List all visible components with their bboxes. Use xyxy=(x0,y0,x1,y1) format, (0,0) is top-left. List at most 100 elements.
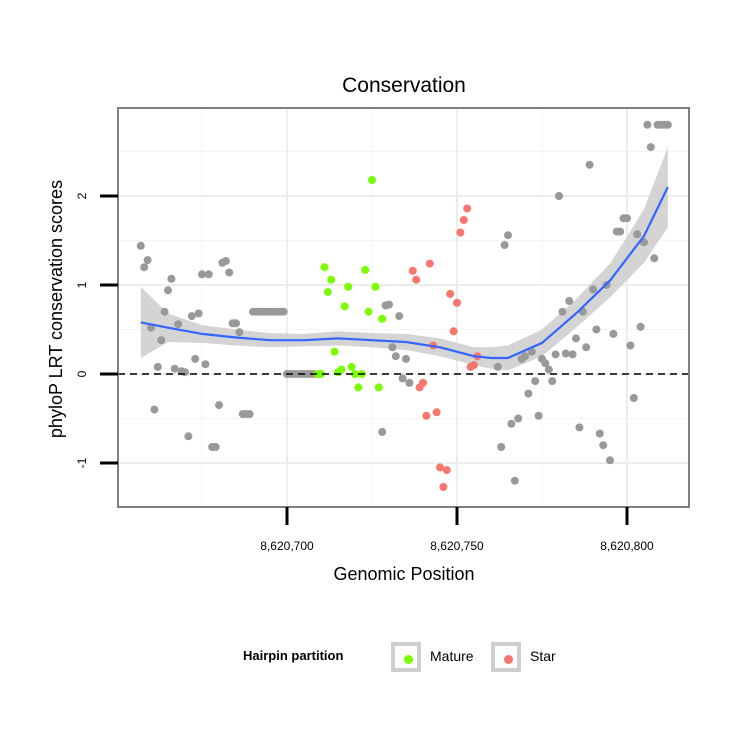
data-point-star xyxy=(470,361,478,370)
data-point-mature xyxy=(378,314,387,323)
data-point-other xyxy=(541,359,550,368)
data-point-other xyxy=(650,254,659,263)
data-point-other xyxy=(544,365,553,374)
data-point-star xyxy=(432,408,441,417)
data-point-other xyxy=(510,476,519,485)
data-point-other xyxy=(235,328,244,337)
data-point-other xyxy=(595,429,604,438)
data-point-other xyxy=(568,350,577,359)
data-point-other xyxy=(215,401,223,410)
data-point-other xyxy=(225,268,234,277)
data-point-mature xyxy=(354,383,363,392)
data-point-other xyxy=(646,143,655,152)
data-point-star xyxy=(422,411,431,420)
data-point-other xyxy=(184,432,193,441)
mature-dot-icon xyxy=(404,655,413,664)
data-point-other xyxy=(592,325,601,334)
data-point-other xyxy=(531,377,540,386)
smooth-trend-line xyxy=(140,186,669,360)
x-tick-label: 8,620,750 xyxy=(430,539,484,553)
data-point-other xyxy=(157,336,166,345)
y-tick-label: 1 xyxy=(75,281,89,288)
data-point-other xyxy=(521,352,529,361)
data-point-mature xyxy=(371,282,380,291)
data-point-mature xyxy=(317,370,325,378)
data-point-star xyxy=(456,228,465,237)
data-point-other xyxy=(663,120,672,129)
data-point-mature xyxy=(320,263,329,272)
data-point-other xyxy=(150,405,159,414)
x-tick-label: 8,620,800 xyxy=(600,539,654,553)
data-point-other xyxy=(136,241,145,250)
data-point-star xyxy=(408,266,417,275)
data-point-other xyxy=(582,343,591,352)
data-point-star xyxy=(446,289,455,298)
data-point-other xyxy=(402,354,410,363)
data-point-other xyxy=(507,419,516,428)
data-point-star xyxy=(419,378,427,387)
data-point-other xyxy=(606,456,614,465)
data-point-star xyxy=(442,466,451,475)
data-point-mature xyxy=(327,275,336,284)
data-point-mature xyxy=(323,288,332,297)
data-point-mature xyxy=(340,302,349,311)
data-point-star xyxy=(412,275,421,284)
data-point-other xyxy=(167,274,176,283)
legend: Hairpin partition Mature Star xyxy=(0,640,750,676)
data-point-other xyxy=(153,362,162,371)
data-point-star xyxy=(425,259,434,268)
data-point-other xyxy=(279,307,288,316)
data-point-other xyxy=(493,362,502,371)
data-point-other xyxy=(198,270,206,279)
data-point-other xyxy=(534,411,543,420)
data-point-other xyxy=(201,360,210,369)
data-point-other xyxy=(626,341,635,350)
data-point-other xyxy=(616,227,625,236)
data-point-other xyxy=(555,192,563,200)
data-point-other xyxy=(585,160,594,169)
data-point-other xyxy=(204,270,213,279)
data-point-mature xyxy=(330,347,339,356)
data-point-other xyxy=(143,256,152,265)
data-point-star xyxy=(463,204,472,213)
x-tick-label: 8,620,700 xyxy=(260,539,314,553)
y-tick-label: -1 xyxy=(75,457,89,468)
data-point-other xyxy=(514,414,523,423)
data-point-mature xyxy=(337,365,346,374)
data-point-other xyxy=(575,423,584,432)
chart-title: Conservation xyxy=(342,74,466,97)
y-tick-label: 0 xyxy=(75,370,89,377)
data-point-mature xyxy=(374,383,383,392)
data-point-mature xyxy=(368,176,376,184)
data-point-other xyxy=(395,312,404,321)
smooth-line-layer xyxy=(118,186,689,375)
legend-key-star xyxy=(491,642,521,672)
data-point-other xyxy=(170,364,179,373)
legend-title: Hairpin partition xyxy=(243,648,344,663)
data-point-mature xyxy=(364,307,373,316)
data-point-other xyxy=(551,350,560,359)
data-point-other xyxy=(599,441,608,450)
data-point-other xyxy=(636,322,645,331)
data-point-other xyxy=(385,300,393,309)
points-layer xyxy=(136,120,672,491)
panel-border xyxy=(117,107,690,508)
data-point-other xyxy=(191,354,200,363)
data-point-other xyxy=(643,120,652,129)
data-point-other xyxy=(221,257,230,265)
data-point-mature xyxy=(347,362,356,371)
data-point-other xyxy=(164,286,172,295)
data-point-other xyxy=(572,334,580,343)
data-point-other xyxy=(500,241,509,249)
star-dot-icon xyxy=(504,655,513,664)
data-point-other xyxy=(497,443,506,451)
data-point-star xyxy=(449,327,458,336)
data-point-other xyxy=(232,319,240,328)
data-point-other xyxy=(524,389,533,398)
legend-key-mature xyxy=(391,642,421,672)
data-point-mature xyxy=(361,265,370,274)
x-axis-title: Genomic Position xyxy=(333,564,474,584)
data-point-other xyxy=(398,374,407,383)
data-point-mature xyxy=(344,282,353,291)
legend-label-star: Star xyxy=(530,648,556,664)
